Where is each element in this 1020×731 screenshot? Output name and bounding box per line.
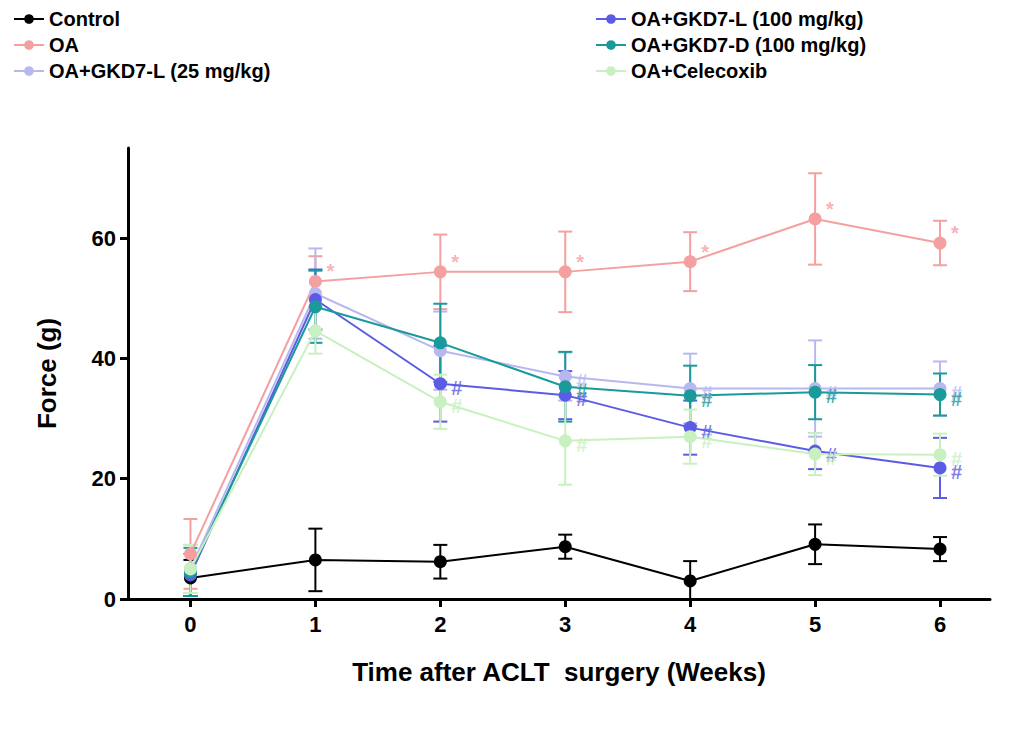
svg-text:5: 5 — [809, 612, 821, 637]
svg-text:20: 20 — [92, 466, 116, 491]
svg-text:#: # — [701, 389, 712, 411]
svg-text:0: 0 — [184, 612, 196, 637]
svg-text:60: 60 — [92, 226, 116, 251]
svg-text:6: 6 — [934, 612, 946, 637]
svg-text:4: 4 — [684, 612, 697, 637]
svg-text:OA+GKD7-L (25 mg/kg): OA+GKD7-L (25 mg/kg) — [49, 60, 270, 82]
svg-text:OA+Celecoxib: OA+Celecoxib — [631, 60, 767, 82]
svg-text:#: # — [826, 385, 837, 407]
svg-text:Force (g): Force (g) — [32, 318, 62, 429]
svg-text:2: 2 — [434, 612, 446, 637]
svg-text:1: 1 — [309, 612, 321, 637]
svg-text:#: # — [451, 395, 462, 417]
svg-text:*: * — [326, 260, 334, 282]
svg-text:#: # — [951, 388, 962, 410]
svg-text:#: # — [826, 447, 837, 469]
svg-text:Control: Control — [49, 8, 120, 30]
svg-text:*: * — [576, 251, 584, 273]
svg-text:#: # — [576, 434, 587, 456]
svg-text:*: * — [951, 222, 959, 244]
svg-text:#: # — [951, 448, 962, 470]
svg-text:40: 40 — [92, 346, 116, 371]
svg-text:OA+GKD7-D (100 mg/kg): OA+GKD7-D (100 mg/kg) — [631, 34, 866, 56]
svg-text:3: 3 — [559, 612, 571, 637]
svg-text:#: # — [701, 430, 712, 452]
svg-text:*: * — [826, 198, 834, 220]
svg-text:0: 0 — [104, 587, 116, 612]
svg-text:*: * — [451, 251, 459, 273]
svg-text:OA: OA — [49, 34, 79, 56]
svg-text:#: # — [576, 380, 587, 402]
svg-text:Time after ACLT surgery (Week: Time after ACLT surgery (Weeks) — [352, 657, 766, 687]
svg-text:*: * — [701, 241, 709, 263]
svg-text:OA+GKD7-L (100 mg/kg): OA+GKD7-L (100 mg/kg) — [631, 8, 863, 30]
